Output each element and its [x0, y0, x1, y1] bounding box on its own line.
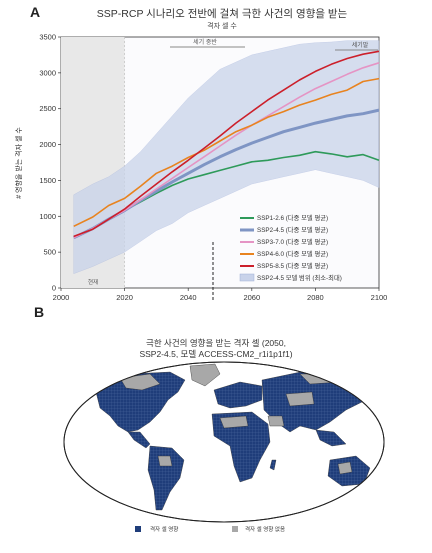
legend-swatch-unaffected [232, 526, 238, 532]
y-tick-label: 3500 [39, 33, 56, 42]
y-tick-label: 3000 [39, 68, 56, 77]
x-tick-label: 2100 [371, 293, 388, 300]
unaffected-central-asia [285, 391, 315, 407]
legend-item-ssp5: SSP5-8.5 (다중 모델 평균) [240, 261, 328, 270]
unaffected-canada [119, 373, 161, 391]
x-tick-label: 2000 [53, 293, 70, 300]
end-century-bracket: 세기말 [335, 41, 378, 51]
y-axis-label: # 영향을 받는 격자 셀 수 [14, 127, 23, 199]
x-tick-label: 2080 [307, 293, 324, 300]
y-tick-label: 2500 [39, 104, 56, 113]
mid-century-label: 세기 중반 [193, 38, 217, 46]
legend-label-range: SSP2-4.5 모델 범위 (최소-최대) [257, 273, 342, 282]
y-tick-label: 1500 [39, 176, 56, 185]
panel-b-title-line2: SSP2-4.5, 모델 ACCESS-CM2_r1i1p1f1) [139, 349, 293, 359]
chart-a: SSP-RCP 시나리오 전반에 걸쳐 극한 사건의 영향을 받는 격자 셀 수… [14, 7, 387, 301]
panel-b-title: 극한 사건의 영향을 받는 격자 셀 (2050, SSP2-4.5, 모델 A… [0, 338, 432, 360]
legend-item-ssp4: SSP4-6.0 (다중 모델 평균) [240, 249, 328, 258]
present-label: 현재 [88, 278, 98, 286]
legend-label-ssp1: SSP1-2.6 (다중 모델 평균) [257, 213, 328, 222]
southeast-asia [315, 429, 347, 447]
range-band-ssp2 [73, 40, 380, 274]
x-tick-label: 2060 [243, 293, 260, 300]
unaffected-arabia [267, 415, 285, 427]
panel-a-letter: A [30, 4, 41, 20]
plot-area: 2000 2020 2040 2060 2080 2100 0 500 1000 1500 2000… [39, 33, 387, 301]
legend-label-ssp3: SSP3-7.0 (다중 모델 평균) [257, 237, 328, 246]
greenland [189, 363, 221, 387]
unaffected-australia [337, 461, 353, 475]
legend-item-ssp2: SSP2-4.5 (다중 모델 평균) [240, 225, 328, 234]
new-zealand [375, 483, 383, 495]
legend-item-range: SSP2-4.5 모델 범위 (최소-최대) [239, 273, 342, 282]
unaffected-sahara [219, 415, 249, 429]
panel-b-title-line1: 극한 사건의 영향을 받는 격자 셀 (2050, [146, 338, 286, 348]
europe [213, 381, 263, 409]
x-tick-label: 2040 [180, 293, 197, 300]
legend: SSP1-2.6 (다중 모델 평균) SSP2-4.5 (다중 모델 평균) … [239, 213, 342, 282]
x-tick-label: 2020 [116, 293, 133, 300]
end-century-label: 세기말 [352, 41, 369, 49]
y-tick-label: 2000 [39, 140, 56, 149]
legend-unaffected-label: 격자 셀 영향 없음 [245, 525, 285, 533]
panel-b-letter: B [34, 304, 45, 320]
legend-affected-label: 격자 셀 영향 [150, 525, 178, 533]
legend-swatch-affected [135, 526, 141, 532]
north-america [94, 371, 186, 433]
south-america [147, 445, 185, 511]
chart-title: SSP-RCP 시나리오 전반에 걸쳐 극한 사건의 영향을 받는 [97, 7, 348, 20]
world-map: 격자 셀 영향 격자 셀 영향 없음 [63, 361, 385, 533]
series-line-4 [73, 77, 380, 228]
map-legend: 격자 셀 영향 격자 셀 영향 없음 [135, 525, 285, 533]
connector-arrow [212, 242, 214, 300]
y-tick-label: 1000 [39, 212, 56, 221]
mid-century-bracket: 세기 중반 [170, 38, 245, 48]
y-tick-label: 0 [52, 284, 56, 293]
series-line-3 [73, 62, 380, 239]
legend-item-ssp3: SSP3-7.0 (다중 모델 평균) [240, 237, 328, 246]
central-america [127, 431, 151, 449]
unaffected-amazon [157, 455, 173, 467]
legend-label-ssp2: SSP2-4.5 (다중 모델 평균) [257, 225, 328, 234]
africa [211, 411, 271, 483]
legend-item-ssp1: SSP1-2.6 (다중 모델 평균) [240, 213, 328, 222]
madagascar [269, 459, 277, 471]
chart-subtitle: 격자 셀 수 [207, 21, 237, 30]
legend-label-ssp5: SSP5-8.5 (다중 모델 평균) [257, 261, 328, 270]
legend-label-ssp4: SSP4-6.0 (다중 모델 평균) [257, 249, 328, 258]
series-line-5 [73, 50, 380, 238]
y-tick-label: 500 [43, 248, 56, 257]
